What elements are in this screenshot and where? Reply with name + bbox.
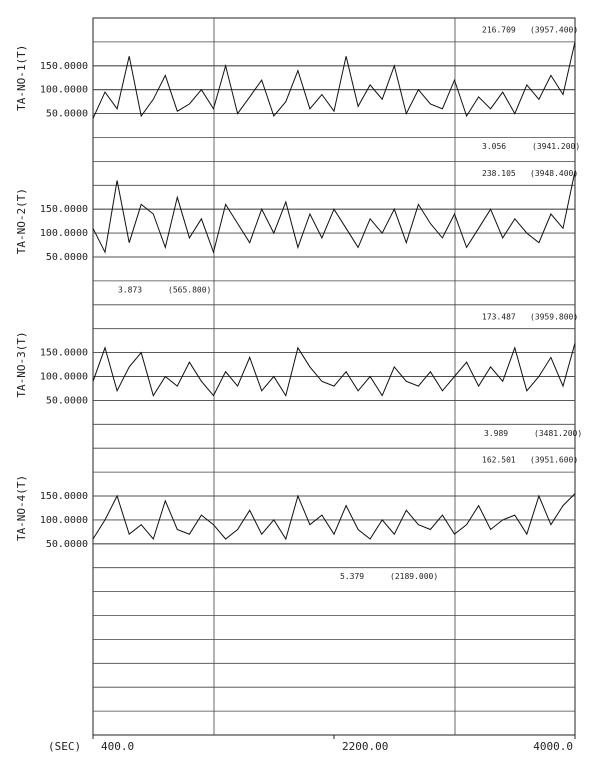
x-tick-label: 2200.00 bbox=[342, 740, 388, 753]
y-tick-label: 150.0000 bbox=[40, 348, 88, 359]
y-axis-label: TA-NO-4(T) bbox=[15, 475, 28, 541]
y-tick-label: 50.0000 bbox=[46, 252, 88, 263]
min-time-label: (2189.000) bbox=[390, 572, 438, 581]
y-tick-label: 150.0000 bbox=[40, 491, 88, 502]
min-time-label: (3481.200) bbox=[534, 429, 582, 438]
max-label: 173.487 bbox=[482, 312, 516, 321]
y-tick-label: 100.0000 bbox=[40, 515, 88, 526]
min-label: 3.056 bbox=[482, 142, 506, 151]
min-label: 3.873 bbox=[118, 285, 142, 294]
min-label: 3.989 bbox=[484, 429, 508, 438]
y-tick-label: 150.0000 bbox=[40, 204, 88, 215]
y-tick-label: 100.0000 bbox=[40, 372, 88, 383]
max-time-label: (3948.400) bbox=[530, 169, 578, 178]
y-tick-label: 50.0000 bbox=[46, 109, 88, 120]
y-tick-label: 100.0000 bbox=[40, 228, 88, 239]
x-axis-label: (SEC) bbox=[48, 740, 81, 753]
y-axis-label: TA-NO-2(T) bbox=[15, 188, 28, 254]
max-label: 238.105 bbox=[482, 169, 516, 178]
y-axis-label: TA-NO-1(T) bbox=[15, 45, 28, 111]
max-time-label: (3951.600) bbox=[530, 456, 578, 465]
signal-line bbox=[92, 170, 576, 254]
y-tick-label: 50.0000 bbox=[46, 395, 88, 406]
max-label: 216.709 bbox=[482, 26, 516, 35]
max-time-label: (3959.800) bbox=[530, 312, 578, 321]
max-label: 162.501 bbox=[482, 456, 516, 465]
signal-line bbox=[92, 493, 576, 541]
max-time-label: (3957.400) bbox=[530, 26, 578, 35]
y-tick-label: 150.0000 bbox=[40, 61, 88, 72]
signal-line bbox=[92, 41, 576, 119]
signal-line bbox=[92, 342, 576, 397]
min-time-label: (3941.200) bbox=[532, 142, 580, 151]
y-axis-label: TA-NO-3(T) bbox=[15, 331, 28, 397]
x-tick-label: 4000.0 bbox=[533, 740, 573, 753]
y-tick-label: 50.0000 bbox=[46, 539, 88, 550]
y-tick-label: 100.0000 bbox=[40, 85, 88, 96]
min-label: 5.379 bbox=[340, 572, 364, 581]
x-tick-label: 400.0 bbox=[101, 740, 134, 753]
min-time-label: (565.800) bbox=[168, 285, 211, 294]
